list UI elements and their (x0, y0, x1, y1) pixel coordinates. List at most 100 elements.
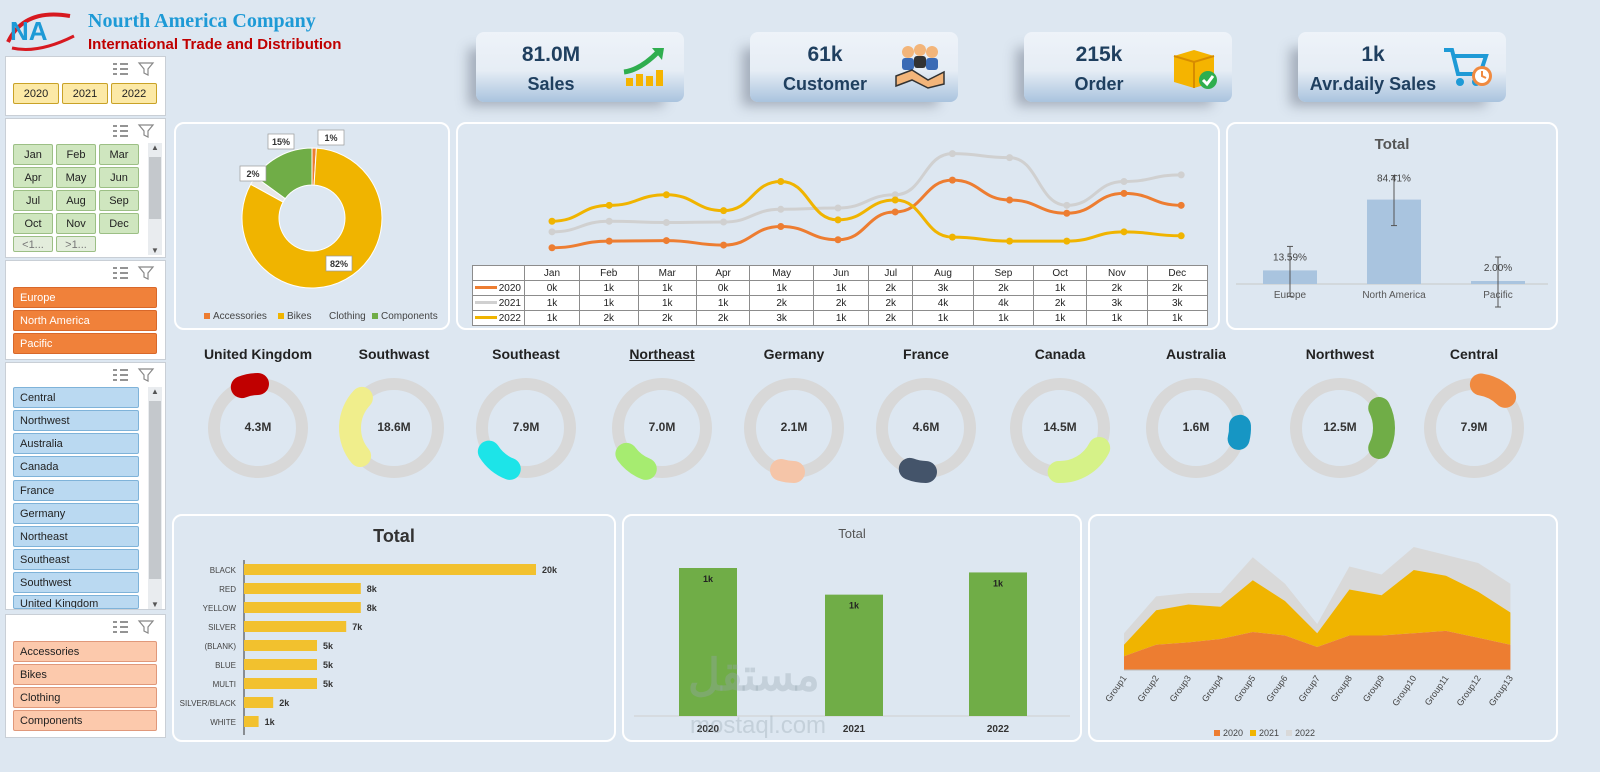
slicer-territory[interactable]: Southwest (13, 572, 139, 593)
data-table-row: 2021 1k 1k 1k 1k 2k 2k 2k 4k 4k 2k 3k 3k (472, 295, 1209, 311)
clear-filter-icon[interactable] (137, 266, 155, 280)
slicer-region-north-america[interactable]: North America (13, 310, 157, 331)
slicer-category[interactable]: Clothing (13, 687, 157, 708)
scroll-up-icon[interactable]: ▲ (151, 387, 159, 396)
territory-name: Southeast (492, 346, 560, 362)
year-bar (969, 572, 1027, 716)
table-cell: 2k (868, 295, 914, 311)
slicer-category[interactable]: Bikes (13, 664, 157, 685)
territory-value: 7.9M (1460, 420, 1488, 434)
slicer-category[interactable]: Components (13, 710, 157, 731)
group-area-panel: Group1 Group2 Group3 Group4 Group5 Group6 Grou… (1088, 514, 1558, 742)
territory-name: United Kingdom (203, 346, 313, 362)
slicer-year-2020[interactable]: 2020 (13, 83, 59, 104)
data-table-header: Jan Feb Mar Apr May Jun Jul Aug Sep Oct Nov Dec (472, 265, 1209, 281)
category-label: Pacific (1483, 290, 1512, 301)
slicer-territory[interactable]: Northeast (13, 526, 139, 547)
multi-select-icon[interactable] (113, 267, 128, 279)
table-cell: 2k (1033, 295, 1088, 311)
series-point (662, 191, 670, 199)
territory-ring: Central 7.9M (1414, 346, 1534, 486)
slicer-month[interactable]: >1... (56, 236, 96, 252)
chart-title: Total (1374, 136, 1410, 153)
multi-select-icon[interactable] (113, 369, 128, 381)
slicer-month[interactable]: <1... (13, 236, 53, 252)
category-label: Group13 (1487, 673, 1515, 707)
series-point (548, 217, 556, 225)
color-bar (244, 659, 317, 670)
data-label: 5k (323, 641, 334, 651)
slicer-territory[interactable]: Northwest (13, 410, 139, 431)
series-point (1120, 177, 1128, 185)
multi-select-icon[interactable] (113, 63, 128, 75)
slicer-region-pacific[interactable]: Pacific (13, 333, 157, 354)
ring-segment-svg (339, 386, 373, 468)
data-label: 82% (330, 259, 348, 269)
clear-filter-icon[interactable] (137, 124, 155, 138)
data-label: 5k (323, 679, 334, 689)
color-bar (244, 678, 317, 689)
territory-name: Northeast (629, 346, 695, 362)
slicer-month[interactable]: Jan (13, 144, 53, 165)
slicer-month[interactable]: Aug (56, 190, 96, 211)
ring-segment-svg (477, 440, 521, 480)
slicer-region-europe[interactable]: Europe (13, 287, 157, 308)
table-cell: 1k (637, 295, 698, 311)
scroll-up-icon[interactable]: ▲ (151, 143, 159, 152)
legend-label: 2020 (1223, 728, 1243, 738)
multi-select-icon[interactable] (113, 621, 128, 633)
territory-scrollbar[interactable]: ▲ ▼ (148, 387, 162, 609)
category-label: MULTI (213, 680, 236, 689)
year-bar (825, 594, 883, 716)
slicer-month[interactable]: Sep (99, 190, 139, 211)
slicer-year-2021[interactable]: 2021 (62, 83, 108, 104)
slicer-month[interactable]: Nov (56, 213, 96, 234)
category-label: Group12 (1455, 673, 1483, 707)
category-label: Group8 (1329, 673, 1354, 703)
data-label: 13.59% (1273, 252, 1307, 263)
ring-segment-svg (1469, 373, 1517, 408)
scroll-down-icon[interactable]: ▼ (151, 246, 159, 255)
category-label: BLUE (215, 661, 236, 670)
slicer-territory[interactable]: Canada (13, 456, 139, 477)
table-cell: 4k (972, 295, 1035, 311)
kpi-value: 61k (807, 43, 843, 66)
slicer-territory[interactable]: Central (13, 387, 139, 408)
series-point (605, 217, 613, 225)
slicer-territory[interactable]: Australia (13, 433, 139, 454)
slicer-month[interactable]: May (56, 167, 96, 188)
scroll-down-icon[interactable]: ▼ (151, 600, 159, 609)
clear-filter-icon[interactable] (137, 62, 155, 76)
slicer-month[interactable]: Jun (99, 167, 139, 188)
slicer-territory[interactable]: Southeast (13, 549, 139, 570)
slicer-territory[interactable]: Germany (13, 503, 139, 524)
series-point (948, 150, 956, 158)
data-label: 1k (993, 578, 1004, 588)
slicer-territory[interactable]: United Kingdom (13, 595, 139, 609)
slicer-month[interactable]: Feb (56, 144, 96, 165)
color-sales-panel: Total BLACK 20k RED 8k YELLOW 8k SILVER 7k (BLAN… (172, 514, 616, 742)
category-label: 2021 (843, 724, 866, 735)
category-label: BLACK (210, 566, 237, 575)
slicer-territory[interactable]: France (13, 480, 139, 501)
category-label: Group10 (1390, 673, 1418, 707)
slicer-month[interactable]: Apr (13, 167, 53, 188)
slicer-month[interactable]: Mar (99, 144, 139, 165)
slicer-month[interactable]: Oct (13, 213, 53, 234)
clear-filter-icon[interactable] (137, 368, 155, 382)
data-label: 1k (265, 717, 276, 727)
slicer-year-2022[interactable]: 2022 (111, 83, 157, 104)
table-cell: 1k (578, 280, 639, 296)
kpi-sales-card: 81.0M Sales (476, 32, 684, 102)
chart-title: Total (373, 526, 415, 546)
clear-filter-icon[interactable] (137, 620, 155, 634)
multi-select-icon[interactable] (113, 125, 128, 137)
legend-label: Clothing (329, 311, 366, 322)
year-slicer: 2020 2021 2022 (5, 56, 166, 116)
slicer-category[interactable]: Accessories (13, 641, 157, 662)
slicer-month[interactable]: Dec (99, 213, 139, 234)
slicer-month[interactable]: Jul (13, 190, 53, 211)
table-cell: 2k (868, 310, 914, 326)
month-scrollbar[interactable]: ▲ ▼ (148, 143, 162, 255)
category-label: Group2 (1135, 673, 1160, 703)
